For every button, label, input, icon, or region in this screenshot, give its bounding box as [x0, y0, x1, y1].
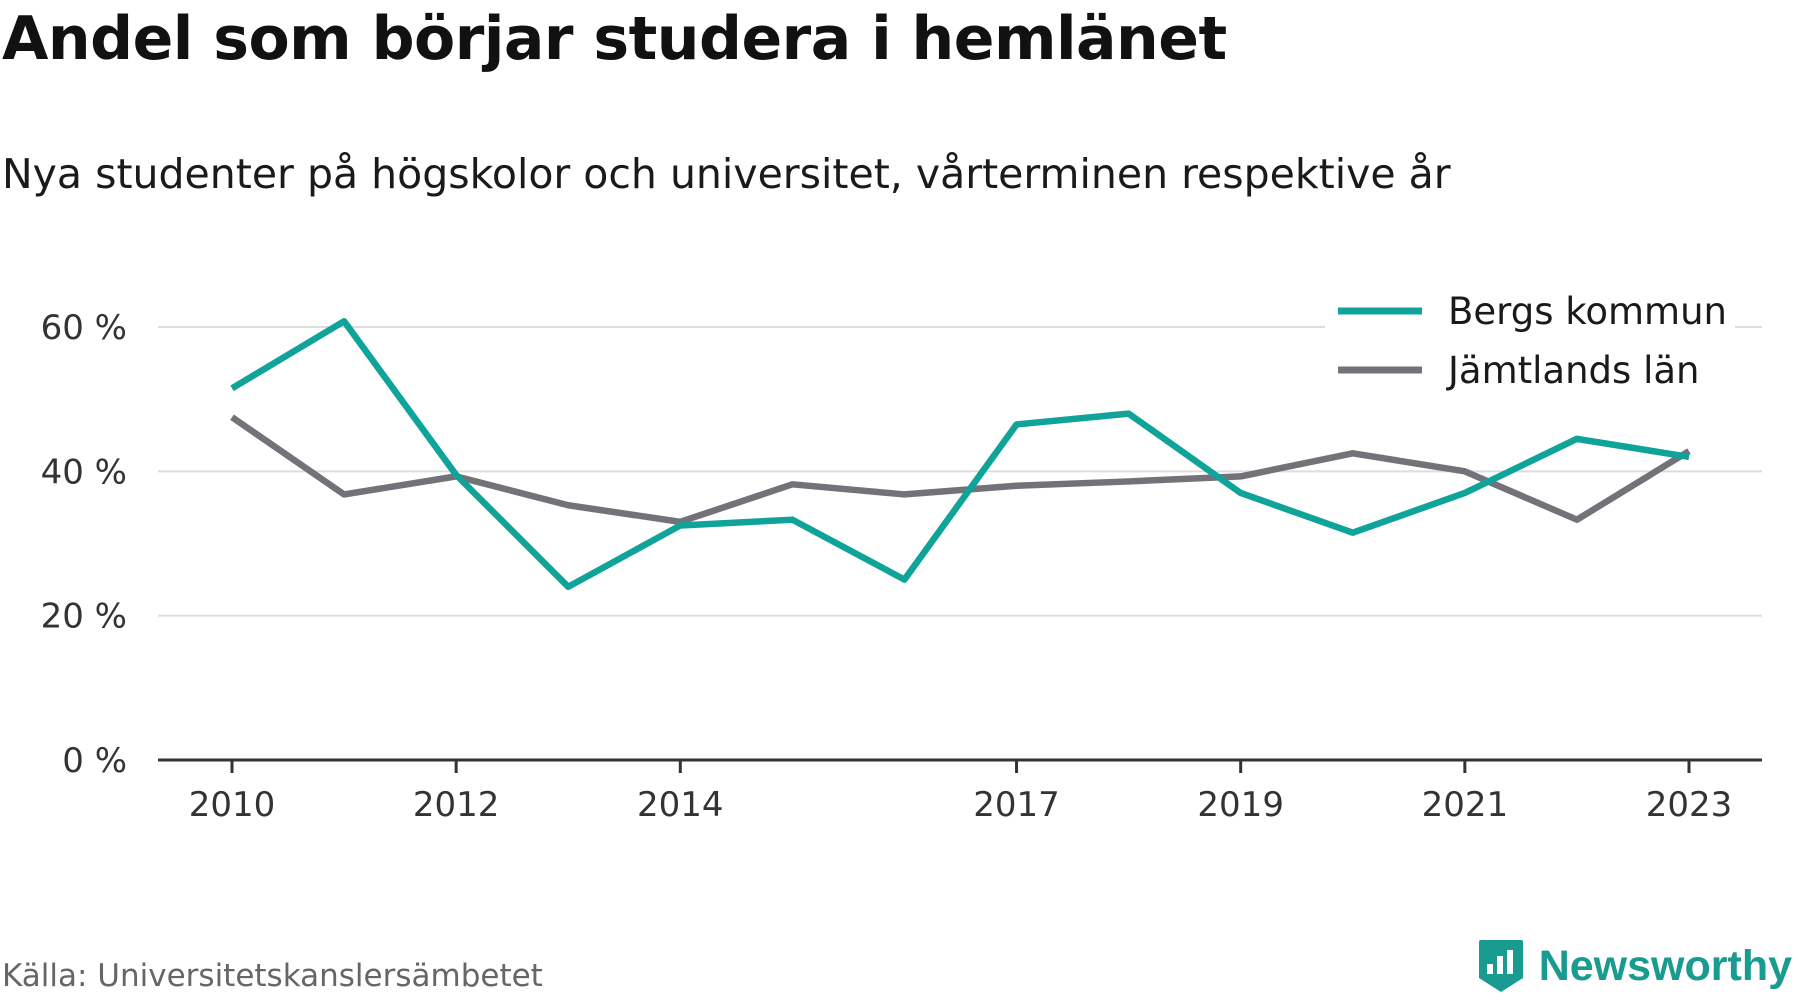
y-axis: 0 % 20 % 40 % 60 % [41, 308, 127, 781]
x-tick-label: 2010 [189, 785, 276, 825]
x-tick-label: 2021 [1422, 785, 1509, 825]
y-tick-label: 20 % [41, 597, 127, 637]
x-tick-label: 2017 [973, 785, 1060, 825]
x-tick-label: 2023 [1646, 785, 1733, 825]
legend: Bergs kommun Jämtlands län [1325, 283, 1735, 392]
legend-label: Jämtlands län [1446, 349, 1699, 392]
legend-label: Bergs kommun [1448, 290, 1727, 333]
series-line-bergs-kommun [230, 317, 1690, 591]
x-axis: 2010 2012 2014 2017 2019 2021 2023 [158, 758, 1762, 825]
chart-title: Andel som börjar studera i hemlänet [2, 4, 1227, 74]
y-tick-label: 40 % [41, 452, 127, 492]
y-tick-label: 60 % [41, 308, 127, 348]
x-tick-label: 2014 [637, 785, 724, 825]
y-tick-label: 0 % [62, 741, 127, 781]
brand-name: Newsworthy [1538, 941, 1792, 990]
series-line-jamtlands-lan [230, 414, 1691, 526]
source-note: Källa: Universitetskanslersämbetet [2, 958, 543, 994]
series-lines [230, 317, 1691, 591]
chart-subtitle: Nya studenter på högskolor och universit… [2, 150, 1451, 198]
x-tick-label: 2012 [413, 785, 500, 825]
x-tick-label: 2019 [1197, 785, 1284, 825]
brand-logo: Newsworthy [1477, 938, 1792, 994]
newsworthy-logo-icon [1478, 940, 1523, 992]
